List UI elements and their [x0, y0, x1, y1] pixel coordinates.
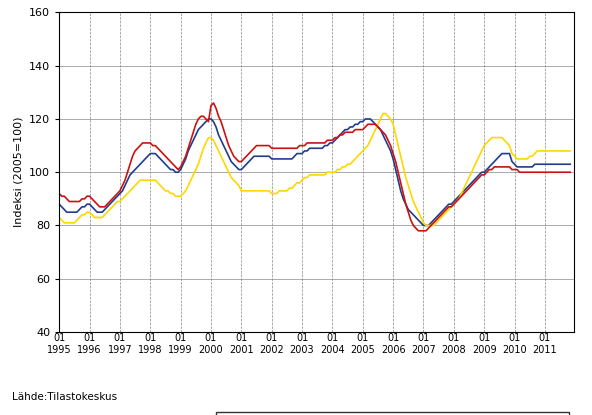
Koko liikevaihto	[420, 223, 427, 228]
Y-axis label: Indeksi (2005=100): Indeksi (2005=100)	[14, 117, 24, 227]
Koko liikevaihto	[567, 162, 574, 167]
Line: Koko liikevaihto: Koko liikevaihto	[59, 119, 570, 225]
Koko liikevaihto	[377, 127, 384, 132]
Vientiliikevaihto	[83, 194, 91, 199]
Vientiliikevaihto	[415, 228, 422, 233]
Kotimaan liikevaihto	[379, 111, 387, 116]
Koko liikevaihto	[195, 127, 202, 132]
Vientiliikevaihto	[117, 188, 124, 193]
Kotimaan liikevaihto	[195, 162, 202, 167]
Vientiliikevaihto	[195, 117, 202, 122]
Koko liikevaihto	[117, 191, 124, 196]
Kotimaan liikevaihto	[567, 149, 574, 154]
Kotimaan liikevaihto	[56, 215, 63, 220]
Kotimaan liikevaihto	[117, 199, 124, 204]
Legend: Koko liikevaihto, Kotimaan liikevaihto, Vientiliikevaihto: Koko liikevaihto, Kotimaan liikevaihto, …	[216, 412, 570, 415]
Kotimaan liikevaihto	[451, 202, 458, 207]
Koko liikevaihto	[76, 207, 83, 212]
Kotimaan liikevaihto	[83, 210, 91, 215]
Line: Vientiliikevaihto: Vientiliikevaihto	[59, 103, 570, 231]
Vientiliikevaihto	[567, 170, 574, 175]
Kotimaan liikevaihto	[423, 223, 430, 228]
Vientiliikevaihto	[76, 199, 83, 204]
Kotimaan liikevaihto	[374, 122, 381, 127]
Text: Lähde:Tilastokeskus: Lähde:Tilastokeskus	[12, 393, 117, 403]
Koko liikevaihto	[56, 202, 63, 207]
Vientiliikevaihto	[210, 100, 217, 105]
Koko liikevaihto	[83, 202, 91, 207]
Vientiliikevaihto	[56, 191, 63, 196]
Koko liikevaihto	[451, 199, 458, 204]
Vientiliikevaihto	[451, 202, 458, 207]
Vientiliikevaihto	[377, 127, 384, 132]
Kotimaan liikevaihto	[76, 215, 83, 220]
Koko liikevaihto	[205, 117, 212, 122]
Line: Kotimaan liikevaihto: Kotimaan liikevaihto	[59, 114, 570, 225]
